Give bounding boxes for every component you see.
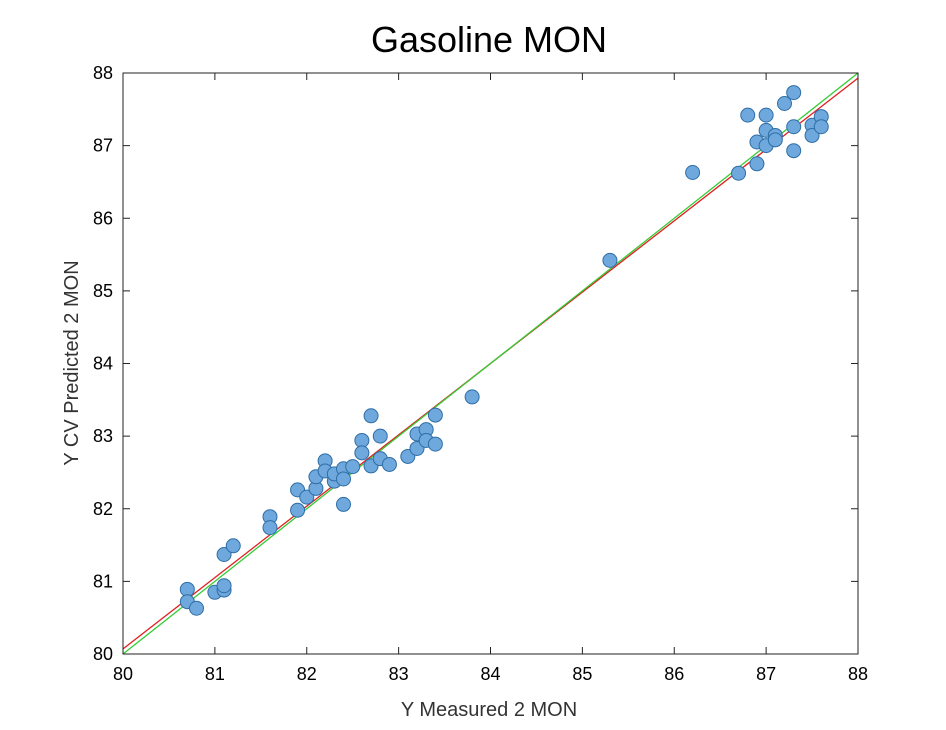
data-point — [189, 600, 204, 616]
data-point — [777, 96, 792, 112]
data-point — [786, 119, 802, 135]
y-tick-label: 84 — [93, 354, 113, 374]
y-tick-label: 83 — [93, 426, 113, 446]
data-point — [464, 389, 480, 405]
x-tick-label: 84 — [480, 664, 500, 684]
data-point — [345, 459, 361, 475]
data-point — [372, 428, 388, 444]
y-tick-label: 81 — [93, 571, 113, 591]
data-point — [262, 520, 278, 536]
data-point — [299, 489, 315, 505]
x-axis-label: Y Measured 2 MON — [401, 699, 577, 721]
data-point — [336, 471, 351, 487]
trend-lines — [122, 72, 859, 655]
data-point — [216, 547, 232, 563]
axis-ticks: 80 81 82 83 84 85 86 87 88 80 81 82 83 84 85 86 87 88 — [93, 63, 868, 684]
data-point — [813, 119, 829, 135]
x-tick-label: 80 — [113, 664, 133, 684]
data-point — [427, 436, 443, 452]
plot-frame — [122, 72, 859, 655]
y-tick-label: 88 — [93, 63, 113, 83]
y-tick-label: 80 — [93, 644, 113, 664]
data-point — [685, 164, 701, 180]
x-tick-label: 82 — [297, 664, 317, 684]
y-axis-label: Y CV Predicted 2 MON — [61, 260, 83, 465]
data-point — [363, 408, 379, 424]
y-tick-label: 82 — [93, 499, 113, 519]
data-point — [381, 456, 397, 472]
data-point — [758, 107, 774, 123]
data-point — [786, 85, 802, 101]
data-point — [225, 538, 241, 554]
data-point — [216, 578, 232, 594]
y-tick-label: 85 — [93, 281, 113, 301]
data-point — [767, 132, 783, 148]
data-point — [602, 252, 618, 268]
data-points — [179, 85, 829, 616]
x-tick-label: 83 — [389, 664, 409, 684]
x-tick-label: 85 — [572, 664, 592, 684]
data-point — [740, 107, 756, 123]
x-tick-label: 88 — [848, 664, 868, 684]
data-point — [731, 165, 747, 181]
data-point — [749, 156, 765, 172]
data-point — [427, 407, 443, 423]
x-tick-label: 81 — [205, 664, 225, 684]
data-point — [336, 496, 351, 512]
data-point — [354, 445, 370, 461]
x-tick-label: 87 — [756, 664, 776, 684]
data-point — [786, 143, 802, 159]
data-point — [290, 502, 306, 518]
data-point — [804, 127, 820, 143]
y-tick-label: 86 — [93, 208, 113, 228]
y-tick-label: 87 — [93, 136, 113, 156]
x-tick-label: 86 — [664, 664, 684, 684]
identity-line — [122, 72, 859, 655]
chart-title: Gasoline MON — [371, 19, 607, 60]
